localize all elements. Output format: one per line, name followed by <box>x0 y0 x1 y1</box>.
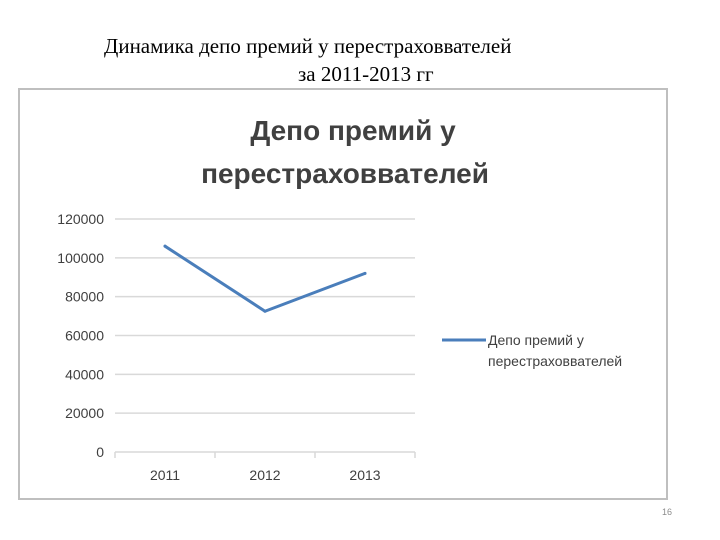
series-line <box>163 244 367 313</box>
legend-label-line2: перестраховвателей <box>488 353 622 369</box>
y-axis-ticks: 0 20000 40000 60000 80000 100000 120000 <box>57 211 104 460</box>
chart-frame: Депо премий у перестраховвателей 0 20000 4… <box>18 88 668 500</box>
y-tick-label: 120000 <box>57 211 104 227</box>
legend-label-line1: Депо премий у <box>488 332 584 348</box>
x-tick-label: 2013 <box>349 467 380 483</box>
chart-title-line2: перестраховвателей <box>201 158 489 189</box>
page-number: 16 <box>662 507 673 517</box>
chart-title-line1: Депо премий у <box>250 115 456 146</box>
y-tick-label: 40000 <box>65 366 104 382</box>
x-tick-label: 2011 <box>150 467 180 483</box>
y-tick-label: 60000 <box>65 328 104 344</box>
line-chart: Депо премий у перестраховвателей 0 20000 4… <box>57 115 622 483</box>
legend: Депо премий у перестраховвателей <box>442 332 622 369</box>
y-tick-label: 0 <box>96 444 104 460</box>
data-point <box>163 244 167 248</box>
series-layer <box>163 244 367 313</box>
y-tick-label: 20000 <box>65 405 104 421</box>
y-tick-label: 100000 <box>57 250 104 266</box>
x-axis-ticks: 2011 2012 2013 <box>114 452 416 483</box>
y-tick-label: 80000 <box>65 289 104 305</box>
gridlines <box>115 218 415 453</box>
data-point <box>263 309 267 313</box>
slide-title-line2: за 2011-2013 гг <box>298 62 434 86</box>
data-point <box>363 271 367 275</box>
x-tick-label: 2012 <box>249 467 280 483</box>
slide-title-line1: Динамика депо премий у перестраховвателе… <box>104 34 512 58</box>
